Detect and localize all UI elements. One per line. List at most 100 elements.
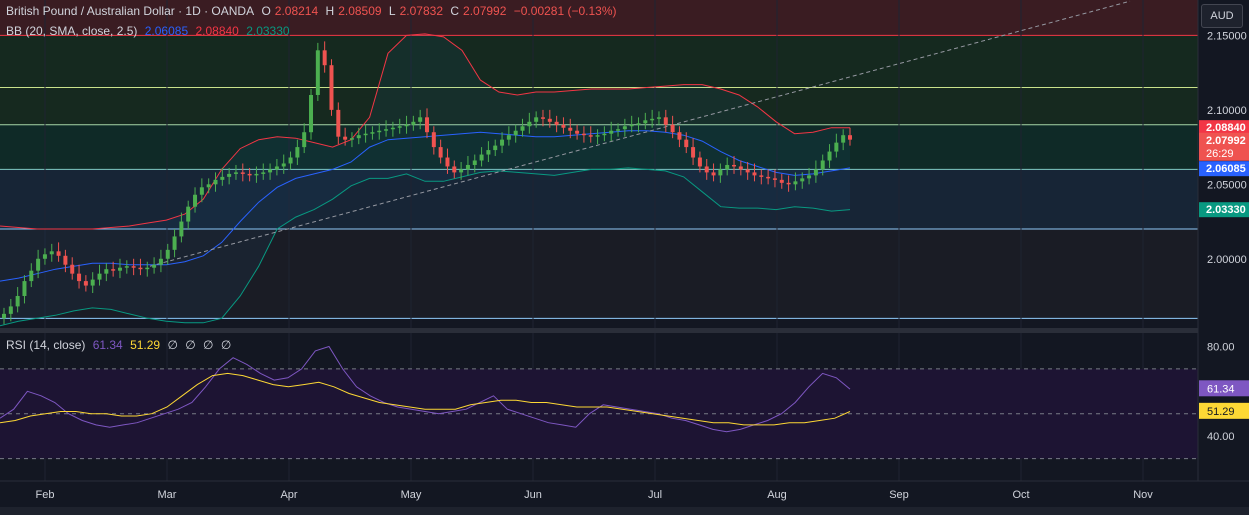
rsi-title: RSI (14, close) — [6, 338, 86, 352]
candle-body — [786, 182, 791, 185]
candle-body — [697, 157, 702, 167]
candle-body — [63, 255, 68, 265]
countdown-text: 26:29 — [1206, 148, 1234, 160]
candle-body — [186, 206, 191, 222]
candle-body — [602, 133, 607, 136]
candle-body — [363, 133, 368, 136]
candle-body — [438, 147, 443, 158]
candle-body — [506, 135, 511, 140]
candle-body — [131, 266, 136, 268]
price-label-box — [1199, 132, 1249, 161]
candle-body — [820, 160, 825, 170]
candle-body — [425, 117, 429, 133]
candle-body — [738, 166, 743, 170]
price-tick-label: 2.15000 — [1207, 30, 1247, 42]
candle-body — [343, 136, 348, 140]
candle-body — [152, 264, 157, 268]
price-label-text: 2.08840 — [1206, 122, 1246, 134]
candle-body — [643, 120, 648, 124]
candle-body — [465, 164, 470, 170]
candle-body — [445, 157, 450, 167]
candle-body — [848, 135, 852, 140]
close-value: 2.07992 — [463, 4, 507, 18]
price-label-text: 2.03330 — [1206, 204, 1246, 216]
price-tick-label: 2.05000 — [1207, 179, 1247, 191]
high-key: H — [325, 4, 335, 18]
candle-body — [670, 124, 675, 133]
candle-body — [206, 184, 211, 188]
candle-body — [315, 50, 320, 95]
candle-body — [656, 117, 661, 119]
candle-body — [377, 130, 382, 133]
candle-body — [766, 176, 771, 179]
pane-separator — [0, 328, 1249, 333]
candle-body — [247, 173, 252, 176]
candle-body — [49, 251, 54, 255]
rsi-value: 61.34 — [92, 338, 123, 352]
rsi-pane[interactable] — [0, 328, 1249, 460]
rsi-ma-value: 51.29 — [130, 338, 161, 352]
price-zone — [0, 35, 1198, 88]
candle-body — [595, 135, 600, 137]
rsi-value-text: 61.34 — [1207, 383, 1235, 395]
candle-body — [759, 175, 764, 177]
candle-body — [472, 160, 477, 165]
price-zone — [0, 87, 1198, 125]
month-tick-label: Feb — [36, 489, 55, 501]
candle-body — [199, 187, 204, 195]
candle-body — [90, 279, 95, 286]
candle-body — [70, 264, 75, 274]
rsi-legend[interactable]: RSI (14, close) 61.34 51.29 ∅ ∅ ∅ ∅ — [6, 338, 235, 352]
candle-body — [370, 132, 375, 134]
bb-upper-value: 2.08840 — [195, 24, 239, 38]
bb-basis-value: 2.06085 — [144, 24, 189, 38]
month-tick-label: May — [401, 489, 422, 501]
rsi-line — [0, 345, 851, 433]
candle-body — [684, 139, 689, 148]
candle-body — [302, 132, 307, 148]
change-value: −0.00281 (−0.13%) — [513, 4, 617, 18]
candle-body — [704, 166, 709, 173]
candle-body — [711, 172, 716, 176]
currency-button[interactable]: AUD — [1201, 4, 1243, 28]
candle-body — [281, 163, 286, 167]
candle-body — [554, 121, 559, 125]
candle-body — [561, 124, 566, 128]
horizontal-scrollbar[interactable] — [0, 507, 1249, 515]
candle-body — [165, 249, 170, 259]
candle-body — [356, 135, 361, 139]
candle-body — [616, 129, 621, 131]
rsi-band-fill — [0, 368, 1198, 459]
month-tick-label: Oct — [1012, 489, 1029, 501]
candle-body — [233, 172, 238, 174]
candle-body — [636, 123, 641, 125]
bb-upper-line — [0, 33, 850, 230]
low-label: L 2.07832 — [389, 4, 443, 18]
candle-body — [677, 132, 682, 140]
rsi-extra-2: ∅ — [185, 338, 196, 352]
candle-body — [36, 258, 41, 271]
candle-body — [77, 273, 82, 282]
candle-body — [179, 221, 184, 237]
candle-body — [261, 172, 266, 174]
candle-body — [288, 157, 293, 164]
price-tick-label: 2.00000 — [1207, 254, 1247, 266]
bb-basis-line — [0, 130, 851, 282]
candle-body — [220, 176, 225, 180]
candle-body — [117, 267, 122, 271]
candle-body — [479, 154, 484, 161]
price-label-text: 2.07992 — [1206, 135, 1246, 147]
candle-body — [772, 178, 777, 180]
candle-body — [547, 118, 552, 122]
rsi-tick-label: 80.00 — [1207, 341, 1235, 353]
bb-legend[interactable]: BB (20, SMA, close, 2.5) 2.06085 2.08840… — [6, 24, 294, 38]
candle-body — [397, 126, 402, 128]
high-value: 2.08509 — [338, 4, 382, 18]
candle-body — [56, 251, 61, 256]
price-tick-label: 2.10000 — [1207, 105, 1247, 117]
candle-body — [725, 164, 730, 170]
candle-body — [322, 50, 327, 66]
